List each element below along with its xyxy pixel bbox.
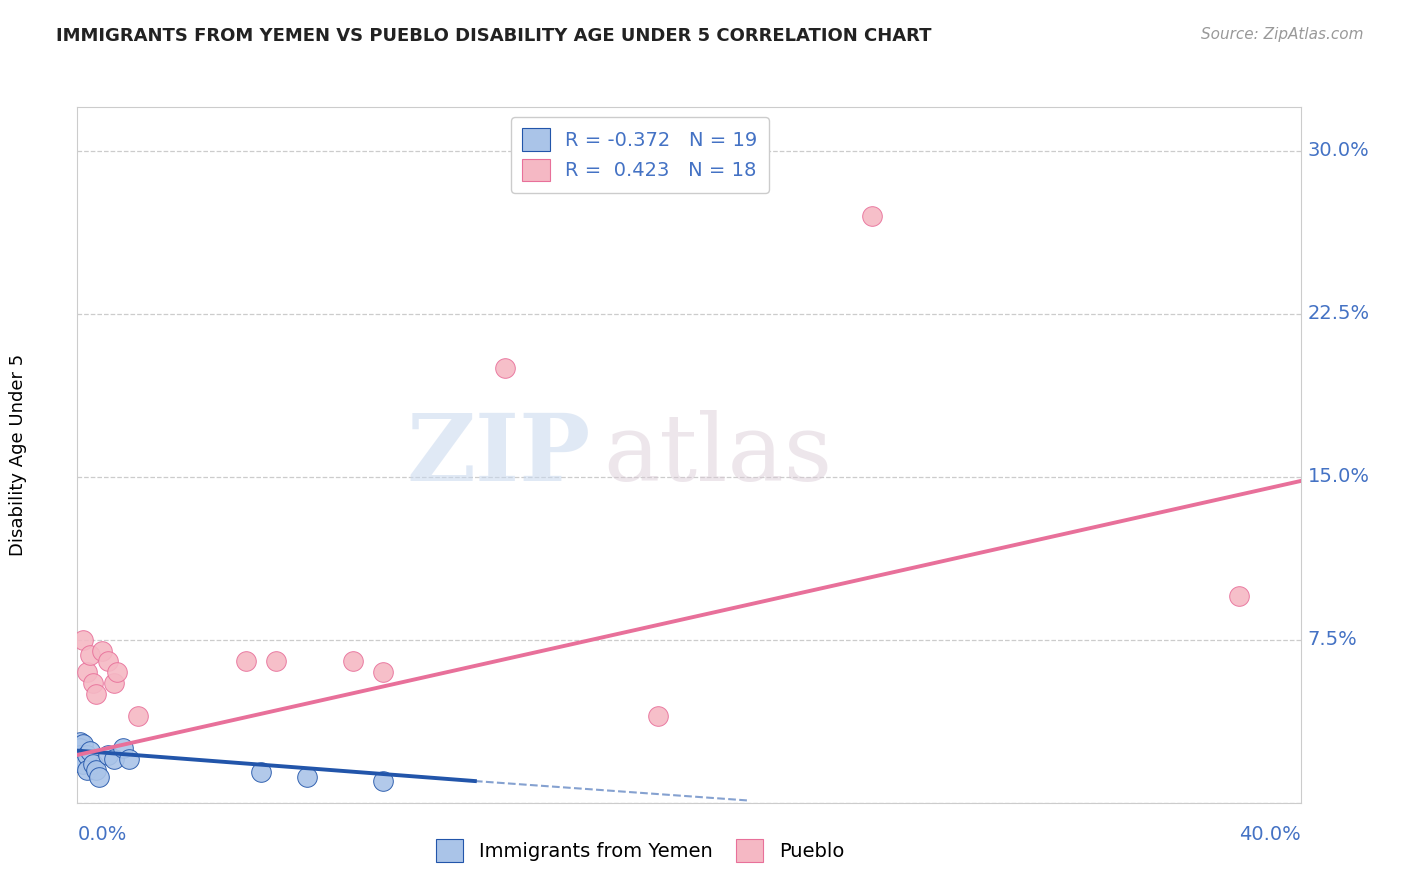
Point [82,676,104,690]
Point [76,747,98,762]
Point [97,747,120,762]
Text: 15.0%: 15.0% [1308,467,1369,486]
Point [647,708,669,723]
Point [84,763,107,777]
Legend: Immigrants from Yemen, Pueblo: Immigrants from Yemen, Pueblo [429,831,852,870]
Point [250,765,273,780]
Point [342,655,364,669]
Text: 0.0%: 0.0% [77,825,127,844]
Point [118,752,141,766]
Point [103,752,125,766]
Point [1229,589,1251,603]
Text: ZIP: ZIP [406,410,591,500]
Text: Source: ZipAtlas.com: Source: ZipAtlas.com [1201,27,1364,42]
Point [79,648,101,662]
Text: IMMIGRANTS FROM YEMEN VS PUEBLO DISABILITY AGE UNDER 5 CORRELATION CHART: IMMIGRANTS FROM YEMEN VS PUEBLO DISABILI… [56,27,932,45]
Point [84,687,107,701]
Point [87,770,110,784]
Point [72,752,94,766]
Point [235,655,257,669]
Point [69,735,91,749]
Point [97,655,120,669]
Text: 30.0%: 30.0% [1308,141,1369,160]
Point [72,737,94,751]
Point [72,632,94,647]
Point [69,747,91,762]
Point [264,655,287,669]
Text: 7.5%: 7.5% [1308,631,1357,649]
Point [371,774,394,789]
Point [76,665,98,680]
Point [72,756,94,771]
Text: 40.0%: 40.0% [1239,825,1301,844]
Point [105,665,128,680]
Point [103,676,125,690]
Text: atlas: atlas [603,410,832,500]
Point [371,665,394,680]
Point [295,770,318,784]
Text: Disability Age Under 5: Disability Age Under 5 [10,354,27,556]
Point [79,744,101,758]
Point [127,708,149,723]
Point [495,360,517,375]
Point [862,209,884,223]
Text: 22.5%: 22.5% [1308,304,1369,323]
Point [69,741,91,756]
Point [90,643,112,657]
Point [112,741,135,756]
Point [76,763,98,777]
Point [82,756,104,771]
